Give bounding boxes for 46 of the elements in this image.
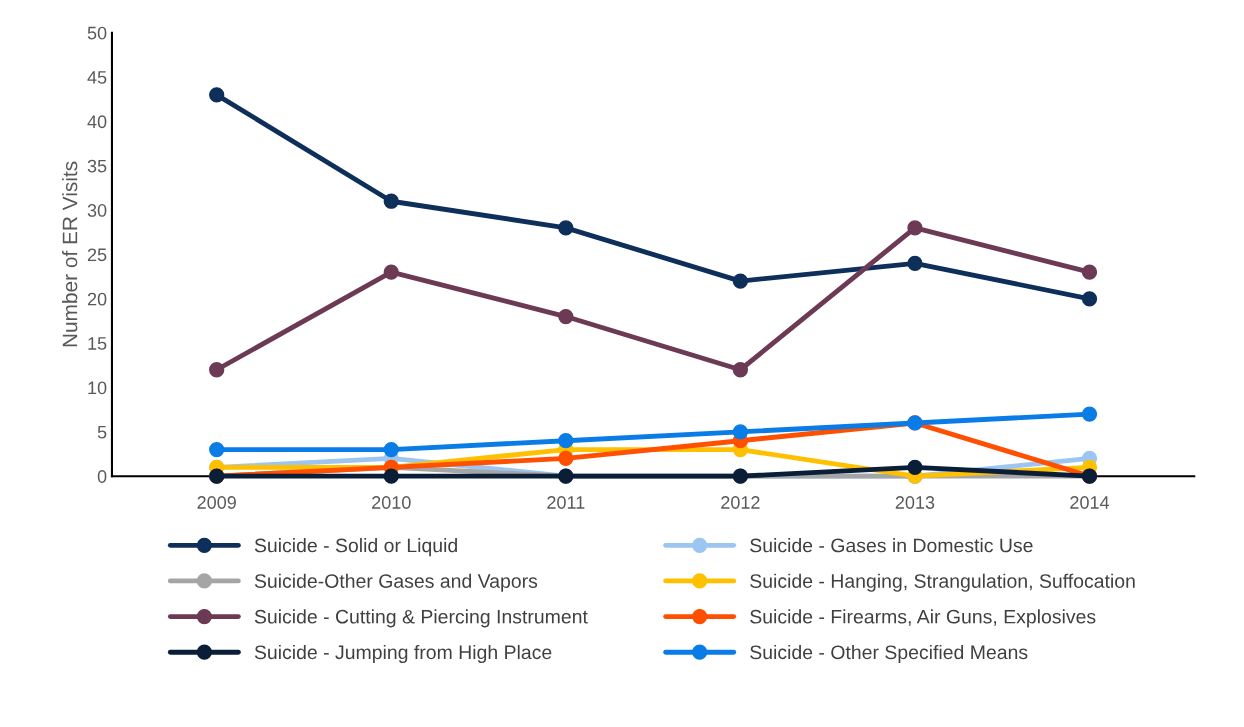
x-tick-label: 2010 xyxy=(372,496,411,509)
y-tick-label: 50 xyxy=(87,26,107,40)
y-tick-label: 30 xyxy=(87,204,107,217)
point xyxy=(558,450,574,467)
y-tick-label: 40 xyxy=(87,115,107,129)
point xyxy=(1081,264,1098,280)
point xyxy=(732,273,749,289)
x-tick-label: 2012 xyxy=(721,496,760,509)
point xyxy=(907,459,923,475)
legend-label: Suicide - Hanging, Strangulation, Suffocation xyxy=(750,573,1135,592)
y-axis-title: Number of ER Visits xyxy=(62,161,78,347)
point xyxy=(383,468,399,484)
y-tick-label: 25 xyxy=(87,248,107,262)
legend-label: Suicide - Firearms, Air Guns, Explosives xyxy=(750,609,1096,628)
point xyxy=(1081,291,1098,307)
legend-label: Suicide - Other Specified Means xyxy=(750,644,1028,664)
point xyxy=(907,255,923,271)
x-tick-label: 2013 xyxy=(895,496,935,509)
point xyxy=(732,424,749,440)
y-tick-label: 15 xyxy=(88,337,107,350)
point xyxy=(383,441,399,458)
x-tick-label: 2014 xyxy=(1070,496,1110,509)
point xyxy=(558,220,574,236)
point xyxy=(209,362,225,378)
x-tick-label: 2011 xyxy=(547,496,585,509)
point xyxy=(209,441,225,458)
legend-label: Suicide - Jumping from High Place xyxy=(254,644,552,664)
y-tick-label: 0 xyxy=(97,470,107,483)
point xyxy=(383,264,399,280)
point xyxy=(1081,406,1098,422)
x-tick-label: 2009 xyxy=(197,496,236,509)
point xyxy=(209,87,225,103)
y-tick-label: 5 xyxy=(97,425,107,439)
y-tick-label: 10 xyxy=(88,381,107,395)
legend-label: Suicide - Cutting & Piercing Instrument xyxy=(254,609,588,628)
y-tick-label: 45 xyxy=(87,71,107,84)
legend-label: Suicide - Solid or Liquid xyxy=(254,538,457,557)
y-tick-label: 20 xyxy=(87,292,107,306)
legend-label: Suicide-Other Gases and Vapors xyxy=(254,573,538,592)
point xyxy=(558,308,574,325)
legend-label: Suicide - Gases in Domestic Use xyxy=(750,538,1033,553)
point xyxy=(907,220,923,236)
y-tick-label: 35 xyxy=(87,159,107,173)
point xyxy=(732,362,749,378)
point xyxy=(558,433,574,449)
point xyxy=(383,193,399,209)
